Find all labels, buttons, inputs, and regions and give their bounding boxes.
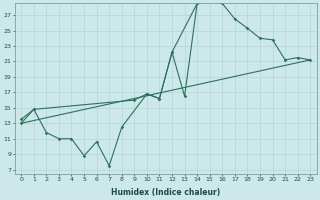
X-axis label: Humidex (Indice chaleur): Humidex (Indice chaleur) — [111, 188, 220, 197]
